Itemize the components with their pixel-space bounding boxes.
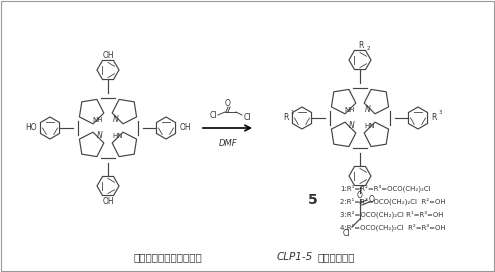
Text: N: N bbox=[113, 116, 119, 125]
Text: Cl: Cl bbox=[243, 113, 251, 122]
Text: HO: HO bbox=[25, 123, 37, 132]
Text: 系列氯乙酰基氧基叶啉（: 系列氯乙酰基氧基叶啉（ bbox=[133, 252, 202, 262]
Text: 3:R²=OCO(CH₂)₂Cl R¹=R³=OH: 3:R²=OCO(CH₂)₂Cl R¹=R³=OH bbox=[340, 210, 444, 218]
Text: 2: 2 bbox=[366, 47, 370, 51]
Text: O: O bbox=[357, 191, 363, 200]
Text: NH: NH bbox=[93, 117, 103, 123]
Text: Cl: Cl bbox=[342, 228, 350, 237]
Text: R: R bbox=[431, 113, 437, 122]
Text: O: O bbox=[369, 194, 375, 203]
Text: R: R bbox=[283, 113, 289, 122]
Text: O: O bbox=[225, 100, 231, 109]
Text: R: R bbox=[358, 41, 364, 50]
Text: OH: OH bbox=[179, 123, 191, 132]
Text: HN: HN bbox=[365, 123, 375, 129]
Text: HN: HN bbox=[113, 133, 123, 139]
Text: 1: 1 bbox=[290, 110, 294, 116]
Text: 1:R¹=R²=R³=OCO(CH₂)₂Cl: 1:R¹=R²=R³=OCO(CH₂)₂Cl bbox=[340, 184, 431, 192]
Text: 5: 5 bbox=[308, 193, 318, 207]
Text: N: N bbox=[349, 122, 355, 131]
Text: NH: NH bbox=[345, 107, 355, 113]
Text: OH: OH bbox=[102, 196, 114, 206]
Text: CLP1-5: CLP1-5 bbox=[277, 252, 313, 262]
Text: 3: 3 bbox=[438, 110, 442, 116]
Text: 4:R¹=OCO(CH₂)₂Cl  R²=R³=OH: 4:R¹=OCO(CH₂)₂Cl R²=R³=OH bbox=[340, 223, 446, 231]
Text: 2:R¹=R³=OCO(CH₂)₂Cl  R²=OH: 2:R¹=R³=OCO(CH₂)₂Cl R²=OH bbox=[340, 197, 446, 205]
Text: ）制备流程图: ）制备流程图 bbox=[317, 252, 354, 262]
Text: DMF: DMF bbox=[219, 138, 237, 147]
Text: Cl: Cl bbox=[209, 112, 217, 120]
Text: N: N bbox=[97, 131, 103, 141]
Text: N: N bbox=[365, 106, 371, 115]
Text: OH: OH bbox=[102, 51, 114, 60]
